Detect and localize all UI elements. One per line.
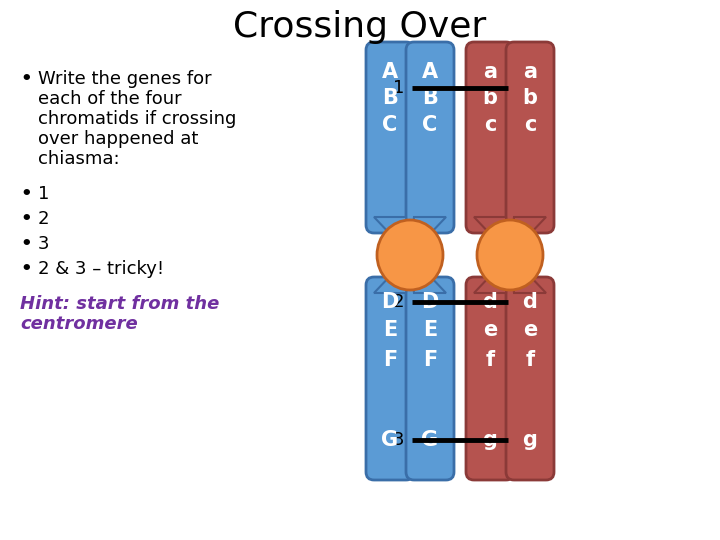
Text: Write the genes for: Write the genes for xyxy=(38,70,212,88)
Text: G: G xyxy=(421,430,438,450)
Text: 2 & 3 – tricky!: 2 & 3 – tricky! xyxy=(38,260,164,278)
Text: B: B xyxy=(422,88,438,108)
Text: chiasma:: chiasma: xyxy=(38,150,120,168)
Text: over happened at: over happened at xyxy=(38,130,199,148)
Text: 2: 2 xyxy=(38,210,50,228)
Text: •: • xyxy=(20,70,32,88)
Text: g: g xyxy=(482,430,498,450)
Ellipse shape xyxy=(477,220,543,290)
FancyBboxPatch shape xyxy=(406,42,454,233)
Polygon shape xyxy=(474,255,510,293)
Text: E: E xyxy=(383,320,397,340)
Text: G: G xyxy=(382,430,399,450)
FancyBboxPatch shape xyxy=(366,277,414,480)
Text: A: A xyxy=(382,62,398,82)
Text: c: c xyxy=(524,115,536,135)
Text: •: • xyxy=(20,185,32,203)
Polygon shape xyxy=(374,217,410,255)
Text: Hint: start from the: Hint: start from the xyxy=(20,295,220,313)
FancyBboxPatch shape xyxy=(406,277,454,480)
Text: c: c xyxy=(484,115,496,135)
Text: f: f xyxy=(485,350,495,370)
Text: e: e xyxy=(523,320,537,340)
Polygon shape xyxy=(474,217,510,255)
Polygon shape xyxy=(410,255,446,293)
Text: C: C xyxy=(382,115,397,135)
FancyBboxPatch shape xyxy=(506,277,554,480)
Text: b: b xyxy=(482,88,498,108)
Text: Crossing Over: Crossing Over xyxy=(233,10,487,44)
Text: •: • xyxy=(20,210,32,228)
Polygon shape xyxy=(410,217,446,255)
Text: e: e xyxy=(483,320,497,340)
Polygon shape xyxy=(510,255,546,293)
FancyBboxPatch shape xyxy=(466,42,514,233)
Text: 1: 1 xyxy=(38,185,50,203)
Text: each of the four: each of the four xyxy=(38,90,181,108)
Text: a: a xyxy=(523,62,537,82)
Text: chromatids if crossing: chromatids if crossing xyxy=(38,110,236,128)
Text: 3: 3 xyxy=(38,235,50,253)
Polygon shape xyxy=(510,217,546,255)
Text: •: • xyxy=(20,260,32,278)
FancyBboxPatch shape xyxy=(506,42,554,233)
Text: centromere: centromere xyxy=(20,315,138,333)
Text: f: f xyxy=(526,350,534,370)
Text: •: • xyxy=(20,235,32,253)
Text: 1: 1 xyxy=(392,79,404,97)
FancyBboxPatch shape xyxy=(466,277,514,480)
Text: d: d xyxy=(523,292,537,312)
Text: F: F xyxy=(383,350,397,370)
Text: b: b xyxy=(523,88,538,108)
Text: a: a xyxy=(483,62,497,82)
Text: 3: 3 xyxy=(392,431,404,449)
Polygon shape xyxy=(374,255,410,293)
FancyBboxPatch shape xyxy=(366,42,414,233)
Text: d: d xyxy=(482,292,498,312)
Text: F: F xyxy=(423,350,437,370)
Text: C: C xyxy=(423,115,438,135)
Ellipse shape xyxy=(377,220,443,290)
Text: A: A xyxy=(422,62,438,82)
Text: E: E xyxy=(423,320,437,340)
Text: D: D xyxy=(421,292,438,312)
Text: 2: 2 xyxy=(392,293,404,311)
Text: D: D xyxy=(382,292,399,312)
Text: B: B xyxy=(382,88,398,108)
Text: g: g xyxy=(523,430,537,450)
